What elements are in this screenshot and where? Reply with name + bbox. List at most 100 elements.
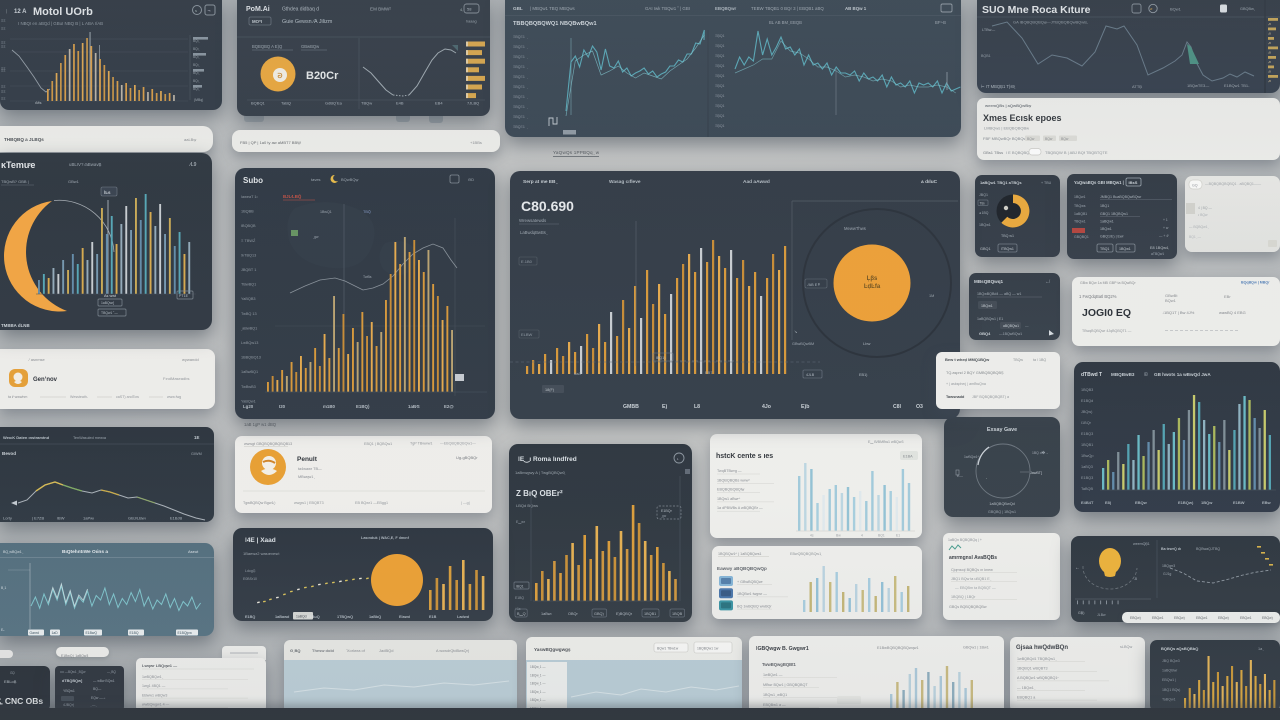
- svg-text:ΞBQ̱Ξ1: ΞBQ̱Ξ1: [513, 95, 525, 99]
- svg-text:GBw1: GBw1: [68, 179, 80, 184]
- svg-text:1BQw˷1 —: 1BQw˷1 —: [530, 682, 546, 686]
- svg-text:LwBQw13: LwBQw13: [241, 341, 258, 345]
- svg-text:GA IBQBQBQBQw̱—JTBQBQBQwBQwls,: GA IBQBQBQBQw̱—JTBQBQBQwBQwls,: [1013, 20, 1088, 25]
- svg-text:BQw1: BQw1: [1170, 7, 1182, 12]
- svg-text:ΞBQ̱Ξ1: ΞBQ̱Ξ1: [513, 65, 525, 69]
- svg-text:1BQ1: 1BQ1: [1100, 204, 1109, 208]
- svg-text:BQwBQw̱: BQwBQw̱: [341, 177, 358, 182]
- svg-text:ΘD: ΘD: [468, 177, 474, 182]
- svg-text:EB4: EB4: [435, 101, 443, 106]
- svg-text:ᵣB: ᵣB: [1134, 577, 1138, 581]
- svg-text:℄ CNC OBs: ℄ CNC OBs: [0, 696, 43, 706]
- svg-text:7JLBQ: 7JLBQ: [467, 101, 479, 106]
- svg-text:EBQw1: EBQw1: [1196, 616, 1208, 620]
- svg-text:E4B4T: E4B4T: [1081, 500, 1094, 505]
- svg-text:˷: ˷: [526, 85, 529, 89]
- svg-text:ΞΞ: ΞΞ: [1, 41, 6, 45]
- svg-text:1BQw1: 1BQw1: [1119, 247, 1131, 251]
- svg-text:LTBw—: LTBw—: [982, 28, 995, 32]
- svg-text:I1BQr: I1BQr: [1081, 421, 1092, 425]
- svg-text:YaQwaBQs GBI MBQw1 |: YaQwaBQs GBI MBQw1 |: [1074, 180, 1124, 185]
- svg-text:1aBwBQ1: 1aBwBQ1: [241, 370, 258, 374]
- svg-text:aTBQw1: aTBQw1: [1151, 252, 1164, 256]
- svg-text:—: —: [1025, 324, 1029, 328]
- svg-text:As wwt: As wwt: [104, 294, 117, 298]
- svg-text:JBQ1 BQw ta uBQB1 E ̱: JBQ1 BQw ta uBQB1 E ̱: [951, 577, 992, 581]
- svg-text:EB1): EB1): [859, 373, 868, 377]
- svg-text:1a ̱: 1a ̱: [1258, 647, 1264, 651]
- svg-text:+ w: + w: [1163, 226, 1169, 230]
- svg-text:E1BQr: E1BQr: [661, 509, 673, 513]
- svg-text:E1BA: E1BA: [903, 455, 913, 459]
- svg-text:FBF MBQwBQr BQBQw1: FBF MBQwBQr BQBQw1: [983, 136, 1029, 141]
- svg-text:weemQḆ1: weemQḆ1: [1133, 542, 1150, 546]
- svg-text:ĸTemưe: ĸTemưe: [1, 160, 35, 170]
- svg-text:58: 58: [467, 7, 472, 12]
- svg-text:GB hwots 1a wBwQd JwA: GB hwots 1a wBwQd JwA: [1154, 372, 1211, 377]
- svg-text:wwBQwgw1 4 —: wwBQwgw1 4 —: [142, 703, 170, 707]
- svg-text:1wBQw1^: 1wBQw1^: [964, 455, 980, 459]
- svg-text:◂ 1BQ: ◂ 1BQ: [979, 211, 989, 215]
- svg-text:GBwBt: GBwBt: [1165, 293, 1178, 298]
- svg-text:ΞBQ̱Ξ1: ΞBQ̱Ξ1: [513, 105, 525, 109]
- svg-text:EBQw1 |: EBQw1 |: [1162, 678, 1176, 682]
- svg-text:IBQ1): IBQ1): [656, 356, 665, 360]
- svg-text:Ug-gBQBQr: Ug-gBQBQr: [456, 455, 478, 460]
- svg-text:JBQ BQw3: JBQ BQw3: [1162, 659, 1180, 663]
- svg-text:wwgw1 | EBQBT3: wwgw1 | EBQBT3: [294, 501, 324, 505]
- svg-text:BQw1: BQw1: [1165, 298, 1177, 303]
- svg-text:BQı˷: BQı˷: [193, 39, 200, 43]
- svg-text:E8): E8): [1105, 500, 1112, 505]
- svg-text:ᵳ BQw: ᵳ BQw: [1197, 213, 1208, 217]
- svg-text:AB BQw 1: AB BQw 1: [845, 6, 867, 11]
- svg-text:4 | BQ̱ —: 4 | BQ̱ —: [1198, 206, 1212, 210]
- svg-text:Bew t wheḏ MMQ1BQw: Bew t wheḏ MMQ1BQw: [945, 357, 990, 362]
- svg-text:ΞḆQ1: ΞḆQ1: [715, 64, 725, 68]
- svg-text:1BQw˷1 —: 1BQw˷1 —: [530, 665, 546, 669]
- svg-text:THBQBQ̱ a JLBQs: THBQBQ̱ a JLBQs: [4, 137, 44, 142]
- svg-text:BQ 1wBQBQ wwBQr: BQ 1wBQBQ wwBQr: [737, 604, 772, 608]
- svg-text:Ba tewrQ dı: Ba tewrQ dı: [1161, 547, 1181, 551]
- svg-text:BQw1 TBw1w: BQw1 TBw1w: [657, 647, 679, 651]
- svg-text:ΞḆQ1: ΞḆQ1: [715, 74, 725, 78]
- svg-text:E1BQ: E1BQ: [130, 631, 139, 635]
- svg-text:SUO Mne Roca Kıture: SUO Mne Roca Kıture: [982, 4, 1091, 16]
- svg-text:1aBQw1: 1aBQw1: [1100, 220, 1114, 224]
- svg-text:Aad aAwwd: Aad aAwwd: [743, 179, 770, 185]
- svg-text:1BQ1 BQs): 1BQ1 BQs): [1162, 688, 1180, 692]
- svg-text:—˷BQ̱: —˷BQ̱: [107, 670, 116, 674]
- svg-text:Lbw: Lbw: [863, 341, 870, 346]
- svg-text:YaBQw1: YaBQw1: [241, 399, 256, 403]
- svg-text:1BQBQ1 wBQBT3: 1BQBQ1 wBQBT3: [1017, 667, 1048, 671]
- svg-text:GBQ1: GBQ1: [980, 247, 991, 251]
- svg-text:1aD: 1aD: [52, 631, 59, 635]
- svg-text:+ TBU: + TBU: [1041, 181, 1052, 185]
- svg-text:ΞΞ: ΞΞ: [1, 69, 6, 73]
- svg-text:E1BQd: E1BQd: [1081, 399, 1093, 403]
- svg-text:FındMaseadbs: FındMaseadbs: [163, 376, 189, 381]
- svg-text:GMBB: GMBB: [623, 404, 639, 410]
- svg-text:ǀE‿ı Roma lındfred: ǀE‿ı Roma lındfred: [518, 456, 577, 464]
- svg-text:hstcK cente s ıes: hstcK cente s ıes: [716, 453, 773, 460]
- svg-text:1BwQp: 1BwQp: [1081, 454, 1093, 458]
- svg-text:GBw BQw 1a MB GBP ta BQwBQr: GBw BQw 1a MB GBP ta BQwBQr: [1080, 281, 1136, 285]
- svg-text:I20: I20: [279, 404, 286, 409]
- svg-text:ᵧB: ᵧB: [1267, 22, 1271, 26]
- svg-text:1BwQ1: 1BwQ1: [320, 210, 332, 214]
- svg-text:| MBQw1 TBQ MBQws: | MBQw1 TBQ MBQws: [530, 6, 576, 11]
- svg-text:GBwBQwBM: GBwBQwBM: [792, 342, 814, 346]
- svg-text:E1BQ): E1BQ): [356, 404, 370, 409]
- svg-text:4,: 4,: [460, 7, 463, 12]
- svg-text:˷: ˷: [526, 65, 529, 69]
- svg-text:˷: ˷: [526, 35, 529, 39]
- svg-text:EBQBw1 a —: EBQBw1 a —: [763, 703, 786, 707]
- svg-text:BJL∕LBQ̄: BJL∕LBQ̄: [283, 194, 302, 199]
- svg-text:˷: ˷: [526, 105, 529, 109]
- svg-text:←: ←: [1075, 565, 1080, 571]
- svg-text:1BBQBQ13: 1BBQBQ13: [241, 356, 261, 360]
- svg-text:12 A: 12 A: [14, 9, 27, 15]
- svg-text:ATTḆ: ATTḆ: [1132, 84, 1142, 89]
- svg-text:E1: E1: [896, 534, 900, 538]
- svg-text:EBQ1 | BQBQw1: EBQ1 | BQBQw1: [364, 442, 392, 446]
- svg-text:Lorty: Lorty: [3, 516, 12, 521]
